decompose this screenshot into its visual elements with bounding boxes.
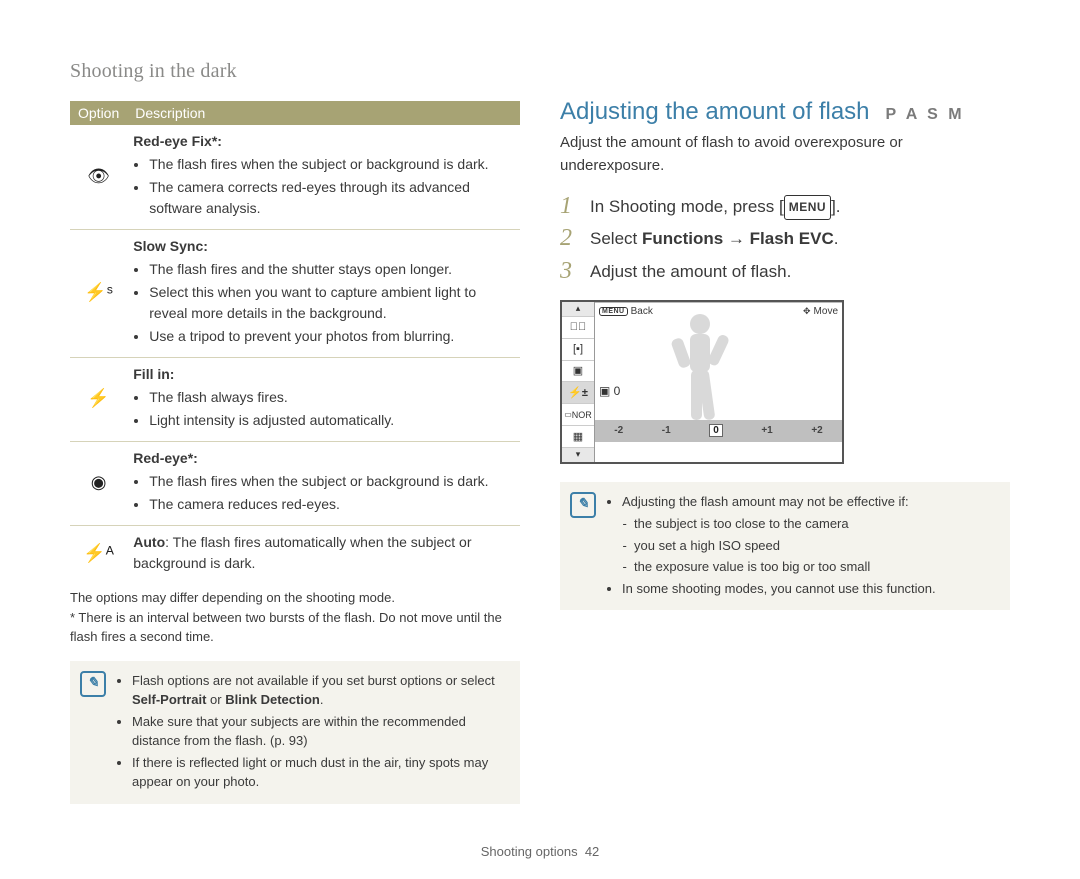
mode-letters: P A S M — [886, 106, 965, 124]
breadcrumb: Shooting in the dark — [70, 60, 520, 83]
option-bullet: The camera corrects red-eyes through its… — [149, 177, 514, 219]
scale-tick: +2 — [811, 425, 822, 436]
note-sub-bullet: the exposure value is too big or too sma… — [634, 557, 936, 577]
step-1: In Shooting mode, press [MENU]. — [560, 191, 1010, 223]
scale-tick: +1 — [761, 425, 772, 436]
note-bullet: Flash options are not available if you s… — [132, 671, 508, 710]
th-description: Description — [127, 101, 520, 125]
option-inline-text: : The flash fires automatically when the… — [133, 534, 471, 571]
lcd-down-icon: ▾ — [562, 448, 594, 462]
option-title: Red-eye*: — [133, 450, 198, 466]
note-sub-bullet: the subject is too close to the camera — [634, 514, 936, 534]
arrow-icon: → — [723, 229, 749, 248]
option-bullet: The flash always fires. — [149, 387, 514, 408]
step-text: . — [834, 229, 839, 248]
note-bullet: If there is reflected light or much dust… — [132, 753, 508, 792]
note-lead: Adjusting the flash amount may not be ef… — [622, 494, 909, 509]
lcd-wb-icon: ▦ — [562, 426, 594, 448]
lcd-move-icon: ✥ — [803, 306, 811, 317]
footnote: The options may differ depending on the … — [70, 588, 520, 608]
menu-button-icon: MENU — [784, 195, 831, 220]
step-2: Select Functions → Flash EVC. — [560, 223, 1010, 255]
note-text: Flash options are not available if you s… — [132, 673, 495, 688]
step-bold: Functions — [642, 229, 723, 248]
th-option: Option — [70, 101, 127, 125]
option-title: Red-eye Fix*: — [133, 133, 222, 149]
red-eye-icon: ◉ — [91, 473, 107, 491]
auto-flash-icon: ⚡ᴬ — [83, 544, 114, 562]
lcd-up-icon: ▴ — [562, 302, 594, 317]
option-bullet: The flash fires when the subject or back… — [149, 471, 514, 492]
scale-tick: -2 — [614, 425, 623, 436]
note-text: or — [206, 692, 225, 707]
scale-tick: -1 — [662, 425, 671, 436]
table-row: ⚡ˢ Slow Sync: The flash fires and the sh… — [70, 230, 520, 358]
note-bullet: Adjusting the flash amount may not be ef… — [622, 492, 936, 577]
table-row: 👁 Red-eye Fix*: The flash fires when the… — [70, 125, 520, 230]
option-title: Fill in: — [133, 366, 174, 382]
table-row: ⚡ Fill in: The flash always fires. Light… — [70, 358, 520, 442]
lcd-flash-evc-icon: ⚡± — [562, 382, 594, 404]
lcd-nor-icon: ▭NOR — [562, 404, 594, 426]
option-bullet: Select this when you want to capture amb… — [149, 282, 514, 324]
fill-in-icon: ⚡ — [87, 389, 109, 407]
lcd-flash-off-icon: ⚡⃠ — [562, 317, 594, 339]
lcd-menu-icon: MENU — [599, 307, 628, 316]
option-bullet: The flash fires and the shutter stays op… — [149, 259, 514, 280]
note-bold: Self-Portrait — [132, 692, 206, 707]
person-silhouette-icon — [665, 310, 735, 430]
lcd-back-label: Back — [631, 306, 653, 317]
table-row: ◉ Red-eye*: The flash fires when the sub… — [70, 442, 520, 526]
note-text: . — [320, 692, 324, 707]
lcd-screenshot: ▴ ⚡⃠ [▪] ▣ ⚡± ▭NOR ▦ ▾ ▣ 0 -2 -1 — [560, 300, 844, 464]
red-eye-fix-icon: 👁 — [87, 167, 110, 185]
section-title-text: Adjusting the amount of flash — [560, 98, 870, 126]
note-sub-bullet: you set a high ISO speed — [634, 536, 936, 556]
note-bold: Blink Detection — [225, 692, 320, 707]
table-row: ⚡ᴬ Auto: The flash fires automatically w… — [70, 526, 520, 583]
step-text: ]. — [831, 197, 840, 216]
note-box-right: ✎ Adjusting the flash amount may not be … — [560, 482, 1010, 611]
footnote: * There is an interval between two burst… — [70, 608, 520, 647]
step-3: Adjust the amount of flash. — [560, 256, 1010, 288]
lcd-move-label: Move — [814, 306, 838, 317]
note-box-left: ✎ Flash options are not available if you… — [70, 661, 520, 804]
scale-tick-selected: 0 — [709, 424, 723, 437]
option-bullet: Light intensity is adjusted automaticall… — [149, 410, 514, 431]
option-bullet: Use a tripod to prevent your photos from… — [149, 326, 514, 347]
note-bullet: In some shooting modes, you cannot use t… — [622, 579, 936, 599]
lcd-value: ▣ 0 — [599, 384, 620, 398]
option-bullet: The flash fires when the subject or back… — [149, 154, 514, 175]
step-bold: Flash EVC — [750, 229, 834, 248]
lcd-metering-icon: [▪] — [562, 339, 594, 361]
option-title: Slow Sync: — [133, 238, 208, 254]
lcd-drive-icon: ▣ — [562, 361, 594, 383]
step-text: In Shooting mode, press [ — [590, 197, 784, 216]
footer-page: 42 — [585, 844, 599, 859]
section-title: Adjusting the amount of flash P A S M — [560, 98, 1010, 126]
page-footer: Shooting options 42 — [0, 844, 1080, 879]
footer-section: Shooting options — [481, 844, 578, 859]
flash-options-table: Option Description 👁 Red-eye Fix*: The f… — [70, 101, 520, 582]
option-inline-bold: Auto — [133, 534, 165, 550]
note-bullet: Make sure that your subjects are within … — [132, 712, 508, 751]
step-text: Select — [590, 229, 642, 248]
section-subtitle: Adjust the amount of flash to avoid over… — [560, 132, 1010, 177]
note-icon: ✎ — [80, 671, 106, 697]
note-icon: ✎ — [570, 492, 596, 518]
lcd-scale: -2 -1 0 +1 +2 — [595, 420, 842, 442]
slow-sync-icon: ⚡ˢ — [84, 283, 113, 301]
option-bullet: The camera reduces red-eyes. — [149, 494, 514, 515]
